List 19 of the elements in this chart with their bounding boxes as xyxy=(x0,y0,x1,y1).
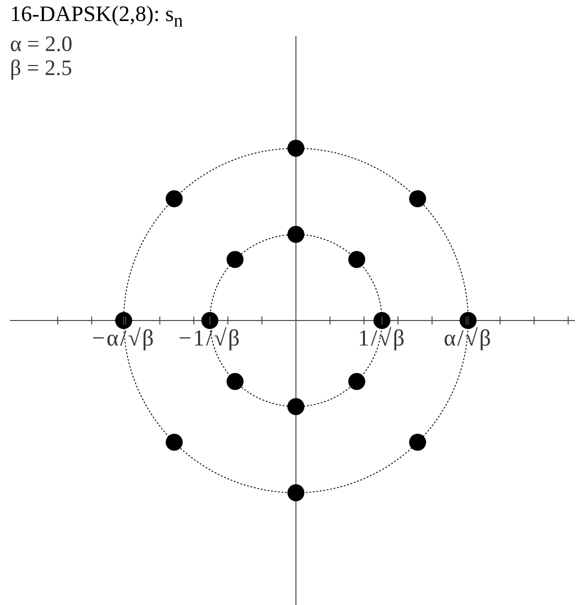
x-tick-label: 1/√β xyxy=(358,326,406,350)
text: β = 2.5 xyxy=(10,55,74,80)
x-tick-label: α/√β xyxy=(444,326,493,350)
point xyxy=(348,372,366,390)
point xyxy=(166,434,183,451)
text: α = 2.0 xyxy=(10,31,74,56)
point xyxy=(166,190,183,208)
point xyxy=(287,484,304,502)
chart-title: 16-DAPSK(2,8): s$_{n}$ xyxy=(10,1,183,32)
x-tick-label: −1/√β xyxy=(178,326,242,350)
point xyxy=(287,398,304,416)
point xyxy=(287,140,304,157)
x-tick-label: −α/√β xyxy=(92,326,156,350)
point xyxy=(409,434,426,451)
point xyxy=(287,226,304,243)
point xyxy=(409,190,426,208)
point xyxy=(226,251,244,268)
point xyxy=(226,372,244,390)
point xyxy=(348,251,366,268)
